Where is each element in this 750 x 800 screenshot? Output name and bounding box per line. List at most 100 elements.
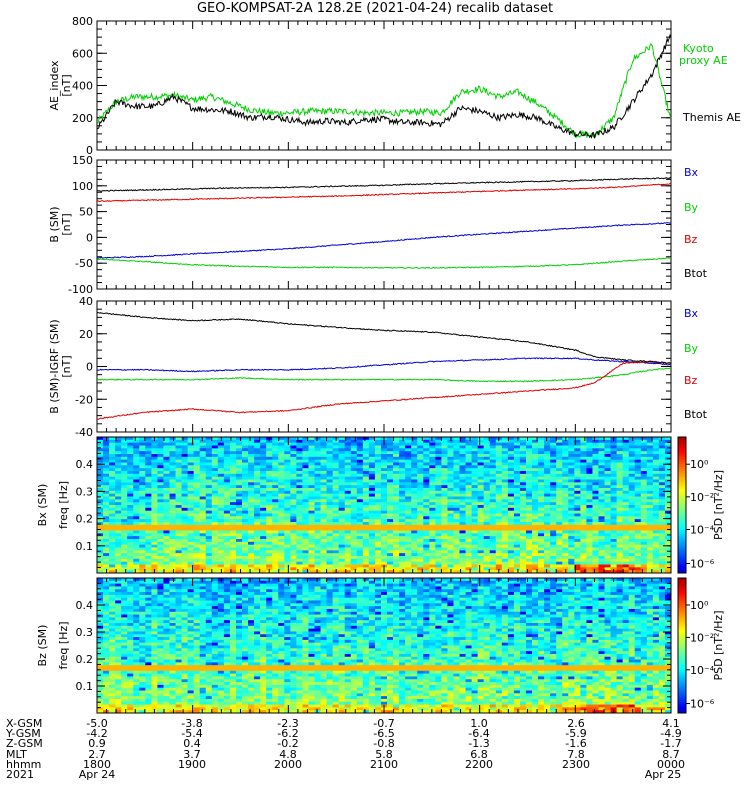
spectrogram-cell [338, 454, 346, 458]
spectrogram-cell [550, 533, 557, 537]
spectrogram-cell [519, 473, 527, 477]
spectrogram-cell [465, 490, 472, 494]
spectrogram-cell [532, 505, 539, 509]
spectrogram-cell [393, 553, 400, 557]
spectrogram-cell [242, 558, 249, 562]
spectrogram-cell [519, 527, 527, 531]
spectrogram-cell [332, 448, 339, 452]
spectrogram-cell [115, 493, 122, 497]
spectrogram-cell [248, 510, 255, 514]
spectrogram-cell [634, 567, 642, 571]
spectrogram-cell [622, 516, 629, 520]
spectrogram-cell [205, 471, 213, 475]
spectrogram-cell [121, 530, 128, 534]
spectrogram-cell [229, 496, 237, 500]
spectrogram-cell [368, 505, 376, 509]
spectrogram-cell [483, 570, 491, 574]
spectrogram-cell [199, 451, 207, 455]
spectrogram-cell [453, 479, 460, 483]
spectrogram-cell [574, 561, 581, 565]
spectrogram-cell [640, 553, 648, 557]
spectrogram-cell [260, 479, 267, 483]
spectrogram-cell [127, 524, 134, 528]
spectrogram-cell [175, 479, 182, 483]
spectrogram-cell [507, 536, 515, 540]
spectrogram-cell [151, 488, 158, 492]
spectrogram-cell [308, 482, 315, 486]
spectrogram-cell [217, 468, 225, 472]
spectrogram-cell [435, 519, 442, 523]
spectrogram-cell [532, 561, 539, 565]
spectrogram-cell [235, 558, 243, 562]
spectrogram-cell [616, 493, 623, 497]
spectrogram-cell [604, 558, 611, 562]
spectrogram-cell [525, 564, 533, 568]
spectrogram-cell [405, 456, 412, 460]
spectrogram-cell [435, 544, 442, 548]
spectrogram-cell [199, 556, 207, 560]
spectrogram-cell [380, 558, 388, 562]
spectrogram-cell [181, 547, 188, 551]
spectrogram-cell [242, 471, 249, 475]
spectrogram-cell [145, 465, 152, 469]
spectrogram-cell [181, 544, 188, 548]
spectrogram-cell [151, 442, 158, 446]
spectrogram-cell [405, 533, 412, 537]
spectrogram-cell [393, 513, 400, 517]
spectrogram-cell [592, 519, 599, 523]
spectrogram-cell [532, 499, 539, 503]
spectrogram-cell [483, 482, 491, 486]
spectrogram-cell [272, 437, 279, 441]
spectrogram-cell [592, 550, 599, 554]
spectrogram-cell [97, 482, 104, 486]
spectrogram-cell [223, 544, 231, 548]
spectrogram-cell [278, 462, 285, 466]
spectrogram-cell [411, 544, 418, 548]
spectrogram-cell [266, 496, 273, 500]
spectrogram-cell [634, 564, 642, 568]
spectrogram-cell [616, 459, 623, 463]
spectrogram-cell [374, 485, 382, 489]
spectrogram-cell [435, 459, 442, 463]
spectrogram-cell [501, 550, 509, 554]
spectrogram-cell [380, 490, 388, 494]
spectrogram-cell [580, 451, 587, 455]
spectrogram-cell [193, 567, 201, 571]
spectrogram-cell [423, 485, 430, 489]
spectrogram-cell [501, 485, 509, 489]
spectrogram-cell [248, 451, 255, 455]
spectrogram-cell [556, 465, 563, 469]
spectrogram-cell [652, 465, 660, 469]
spectrogram-cell [145, 459, 152, 463]
spectrogram-cell [229, 516, 237, 520]
spectrogram-cell [290, 505, 297, 509]
spectrogram-cell [139, 490, 146, 494]
spectrogram-cell [157, 516, 164, 520]
spectrogram-cell [411, 530, 418, 534]
spectrogram-cell [199, 482, 207, 486]
spectrogram-cell [538, 558, 545, 562]
spectrogram-cell [248, 471, 255, 475]
spectrogram-cell [344, 561, 352, 565]
spectrogram-cell [447, 507, 454, 511]
spectrogram-cell [169, 456, 176, 460]
spectrogram-cell [326, 490, 333, 494]
spectrogram-cell [163, 522, 170, 526]
spectrogram-cell [399, 513, 406, 517]
spectrogram-cell [350, 502, 358, 506]
spectrogram-cell [634, 493, 642, 497]
y-tick-label: -20 [75, 393, 93, 406]
spectrogram-cell [211, 541, 219, 545]
spectrogram-cell [332, 502, 339, 506]
spectrogram-cell [169, 482, 176, 486]
spectrogram-cell [223, 462, 231, 466]
spectrogram-cell [278, 468, 285, 472]
spectrogram-cell [405, 485, 412, 489]
spectrogram-cell [519, 507, 527, 511]
spectrogram-cell [205, 502, 213, 506]
spectrogram-cell [634, 553, 642, 557]
spectrogram-cell [109, 510, 116, 514]
spectrogram-cell [308, 439, 315, 443]
spectrogram-cell [544, 507, 551, 511]
